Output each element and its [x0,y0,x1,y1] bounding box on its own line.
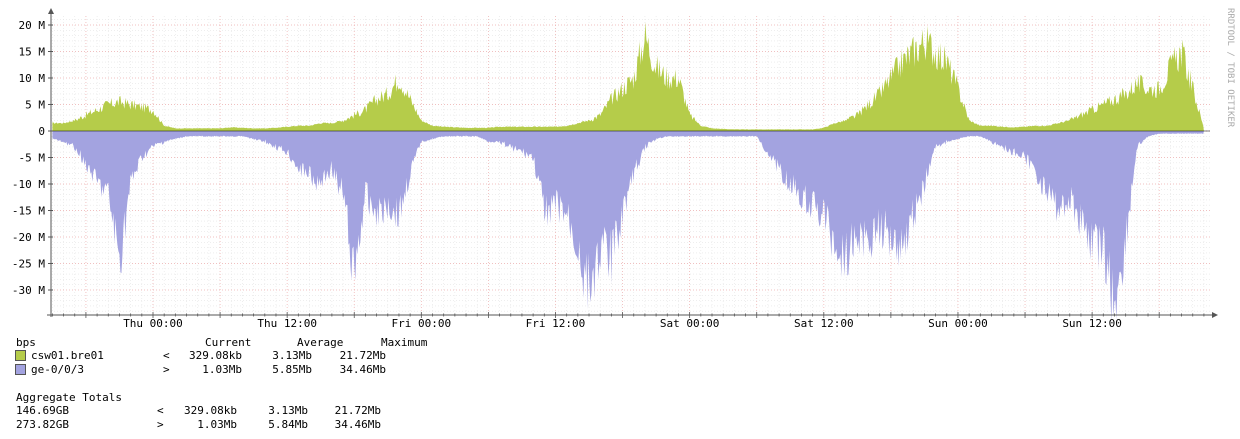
totals-row-average: 5.84Mb [268,418,308,431]
traffic-chart: 20 M 15 M 10 M 5 M 0 -5 M -10 M -15 M -20 M -25 M… [12,8,1235,330]
chart-labels: 20 M 15 M 10 M 5 M 0 -5 M -10 M -15 M -20 M -25 M… [12,19,1122,330]
totals-title: Aggregate Totals [16,391,122,404]
y-tick-label: 5 M [25,99,45,112]
y-tick-label: -10 M [12,178,45,191]
chart-areas [52,22,1204,323]
totals-row-arrow: < [157,404,164,417]
x-tick-label: Sat 12:00 [794,317,854,330]
y-tick-label: 0 [38,125,45,138]
x-tick-label: Thu 12:00 [257,317,317,330]
x-tick-label: Fri 12:00 [526,317,586,330]
y-tick-label: 15 M [19,46,46,59]
legend-row-average: 3.13Mb [272,349,312,362]
y-tick-label: 10 M [19,72,46,85]
legend-row-current: 1.03Mb [202,363,242,376]
legend-row-maximum: 21.72Mb [339,349,386,362]
y-tick-label: -30 M [12,284,45,297]
x-tick-label: Sat 00:00 [660,317,720,330]
y-tick-label: -5 M [19,152,46,165]
legend-swatch-ge003 [15,364,26,375]
y-tick-label: -20 M [12,231,45,244]
legend-row-arrow: < [163,349,170,362]
legend-row-average: 5.85Mb [272,363,312,376]
series-area-csw01-bre01 [52,22,1204,131]
x-axis-arrow [1212,312,1218,318]
x-tick-label: Sun 12:00 [1062,317,1122,330]
totals-row-total: 146.69GB [16,404,69,417]
y-tick-label: -25 M [12,258,45,271]
totals-row-maximum: 21.72Mb [334,404,381,417]
totals-row-current: 329.08kb [184,404,237,417]
x-tick-label: Thu 00:00 [123,317,183,330]
totals-row-arrow: > [157,418,164,431]
legend-row-current: 329.08kb [189,349,242,362]
series-area-ge-0-0-3 [52,131,1204,323]
y-axis-arrow [48,8,54,14]
y-tick-label: -15 M [12,205,45,218]
x-tick-label: Fri 00:00 [392,317,452,330]
legend-row-maximum: 34.46Mb [339,363,386,376]
totals-row-total: 273.82GB [16,418,69,431]
legend-row-name: csw01.bre01 [31,349,104,362]
totals-row-current: 1.03Mb [197,418,237,431]
y-tick-label: 20 M [19,19,46,32]
chart-axes [47,8,1218,318]
x-tick-label: Sun 00:00 [928,317,988,330]
totals-row-maximum: 34.46Mb [334,418,381,431]
watermark: RRDTOOL / TOBI OETIKER [1225,8,1235,128]
legend-swatch-csw01 [15,350,26,361]
totals-row-average: 3.13Mb [268,404,308,417]
legend-row-arrow: > [163,363,170,376]
legend-row-name: ge-0/0/3 [31,363,84,376]
